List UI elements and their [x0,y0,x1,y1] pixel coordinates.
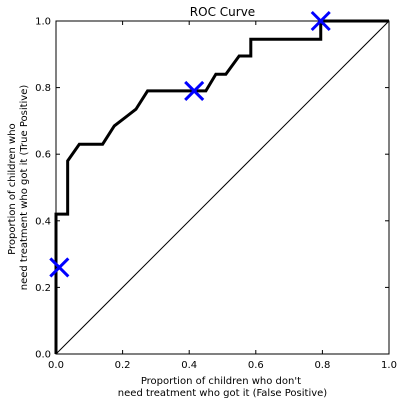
y-tick-label: 0.0 [35,350,51,361]
x-tick-label: 0.8 [314,360,330,371]
y-axis-label-line-1: Proportion of children who [7,123,18,255]
x-marker-stroke [310,10,331,32]
series-layer [54,19,390,355]
x-axis-label-line-2: need treatment who got it (False Positiv… [118,388,328,399]
x-marker [310,10,331,32]
x-tick-label: 0.4 [181,360,197,371]
x-tick-label: 1.0 [381,360,397,371]
chart-title: ROC Curve [190,5,255,19]
x-marker [49,257,70,278]
marker-layer [49,10,331,278]
x-marker-stroke [184,80,205,101]
x-axis-label-line-1: Proportion of children who don't [141,376,301,387]
plot-area [49,10,390,355]
x-marker [184,80,205,101]
x-tick-label: 0.6 [248,360,264,371]
y-axis-label: Proportion of children who need treatmen… [7,85,30,291]
x-tick-label: 0.2 [115,360,131,371]
tick-labels: 0.0 0.2 0.4 0.6 0.8 1.0 0.0 0.2 0.4 0.6 0.8 1.0 [35,17,397,372]
y-axis-label-line-2: need treatment who got it (True Positive… [19,85,30,291]
y-tick-label: 0.4 [35,216,51,227]
y-tick-label: 0.6 [35,150,51,161]
roc-curve-line [54,19,389,354]
x-marker-stroke [49,257,70,278]
x-axis-label: Proportion of children who don't need tr… [118,376,328,399]
axes-frame [55,20,390,355]
y-tick-label: 1.0 [35,17,51,28]
y-tick-label: 0.8 [35,83,51,94]
diagonal-reference-line [55,20,390,355]
y-tick-label: 0.2 [35,283,51,294]
x-tick-label: 0.0 [48,360,64,371]
